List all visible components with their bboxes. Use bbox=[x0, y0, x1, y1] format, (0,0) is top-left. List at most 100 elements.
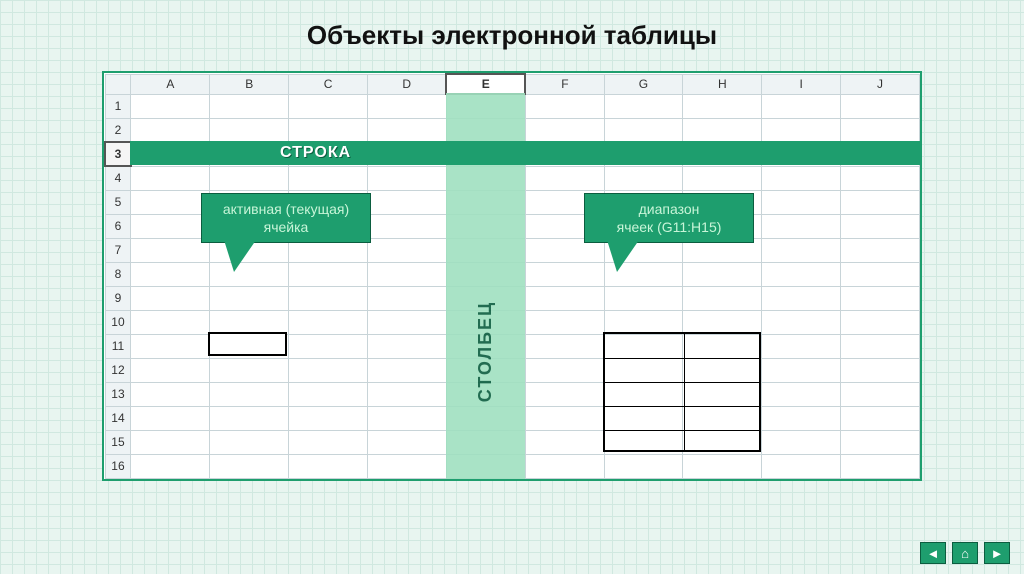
prev-button[interactable]: ◄ bbox=[920, 542, 946, 564]
row-header[interactable]: 4 bbox=[105, 166, 131, 190]
row-header[interactable]: 16 bbox=[105, 454, 131, 478]
row-header[interactable]: 1 bbox=[105, 94, 131, 118]
cell[interactable] bbox=[841, 406, 920, 430]
row-header[interactable]: 15 bbox=[105, 430, 131, 454]
cell[interactable] bbox=[210, 166, 289, 190]
cell[interactable] bbox=[368, 358, 447, 382]
column-header[interactable]: H bbox=[683, 74, 762, 94]
cell[interactable] bbox=[604, 286, 683, 310]
cell[interactable] bbox=[525, 118, 604, 142]
cell[interactable] bbox=[525, 430, 604, 454]
cell[interactable] bbox=[762, 118, 841, 142]
cell[interactable] bbox=[131, 310, 210, 334]
cell[interactable] bbox=[210, 286, 289, 310]
row-header[interactable]: 12 bbox=[105, 358, 131, 382]
cell[interactable] bbox=[841, 286, 920, 310]
cell[interactable] bbox=[368, 334, 447, 358]
cell[interactable] bbox=[289, 310, 368, 334]
cell[interactable] bbox=[368, 406, 447, 430]
cell[interactable] bbox=[131, 262, 210, 286]
cell[interactable] bbox=[841, 262, 920, 286]
cell[interactable] bbox=[762, 454, 841, 478]
cell[interactable] bbox=[289, 454, 368, 478]
cell[interactable] bbox=[762, 430, 841, 454]
cell[interactable] bbox=[762, 310, 841, 334]
row-header[interactable]: 5 bbox=[105, 190, 131, 214]
cell[interactable] bbox=[368, 310, 447, 334]
cell[interactable] bbox=[604, 118, 683, 142]
cell[interactable] bbox=[604, 310, 683, 334]
cell[interactable] bbox=[683, 118, 762, 142]
cell[interactable] bbox=[368, 262, 447, 286]
cell[interactable] bbox=[604, 166, 683, 190]
column-header[interactable]: C bbox=[289, 74, 368, 94]
cell[interactable] bbox=[131, 190, 210, 214]
cell[interactable] bbox=[368, 430, 447, 454]
cell[interactable] bbox=[762, 286, 841, 310]
row-header[interactable]: 9 bbox=[105, 286, 131, 310]
column-header[interactable]: J bbox=[841, 74, 920, 94]
row-header[interactable]: 3 bbox=[105, 142, 131, 166]
cell[interactable] bbox=[210, 454, 289, 478]
row-header[interactable]: 11 bbox=[105, 334, 131, 358]
column-header[interactable]: G bbox=[604, 74, 683, 94]
cell[interactable] bbox=[289, 94, 368, 118]
cell[interactable] bbox=[841, 94, 920, 118]
cell[interactable] bbox=[131, 454, 210, 478]
cell[interactable] bbox=[131, 286, 210, 310]
cell[interactable] bbox=[289, 382, 368, 406]
cell[interactable] bbox=[210, 310, 289, 334]
corner-cell[interactable] bbox=[105, 74, 131, 94]
cell[interactable] bbox=[131, 94, 210, 118]
cell[interactable] bbox=[762, 262, 841, 286]
cell[interactable] bbox=[762, 94, 841, 118]
cell[interactable] bbox=[210, 94, 289, 118]
cell[interactable] bbox=[131, 382, 210, 406]
cell[interactable] bbox=[841, 430, 920, 454]
cell[interactable] bbox=[525, 454, 604, 478]
cell[interactable] bbox=[289, 166, 368, 190]
cell[interactable] bbox=[762, 334, 841, 358]
cell[interactable] bbox=[525, 382, 604, 406]
cell[interactable] bbox=[210, 382, 289, 406]
cell[interactable] bbox=[525, 358, 604, 382]
cell[interactable] bbox=[683, 94, 762, 118]
cell[interactable] bbox=[525, 406, 604, 430]
cell[interactable] bbox=[289, 334, 368, 358]
cell[interactable] bbox=[525, 94, 604, 118]
cell[interactable] bbox=[762, 406, 841, 430]
column-header[interactable]: E bbox=[446, 74, 525, 94]
cell[interactable] bbox=[131, 358, 210, 382]
cell[interactable] bbox=[131, 166, 210, 190]
cell[interactable] bbox=[210, 358, 289, 382]
cell[interactable] bbox=[525, 310, 604, 334]
row-header[interactable]: 14 bbox=[105, 406, 131, 430]
cell[interactable] bbox=[762, 214, 841, 238]
cell[interactable] bbox=[683, 262, 762, 286]
row-header[interactable]: 10 bbox=[105, 310, 131, 334]
cell[interactable] bbox=[841, 454, 920, 478]
cell[interactable] bbox=[210, 118, 289, 142]
cell[interactable] bbox=[841, 190, 920, 214]
row-header[interactable]: 13 bbox=[105, 382, 131, 406]
cell[interactable] bbox=[525, 286, 604, 310]
cell[interactable] bbox=[368, 94, 447, 118]
cell[interactable] bbox=[841, 334, 920, 358]
column-header[interactable]: A bbox=[131, 74, 210, 94]
cell[interactable] bbox=[368, 190, 447, 214]
row-header[interactable]: 7 bbox=[105, 238, 131, 262]
cell[interactable] bbox=[683, 310, 762, 334]
row-header[interactable]: 6 bbox=[105, 214, 131, 238]
cell[interactable] bbox=[762, 358, 841, 382]
cell[interactable] bbox=[841, 238, 920, 262]
cell[interactable] bbox=[289, 358, 368, 382]
cell[interactable] bbox=[289, 406, 368, 430]
cell[interactable] bbox=[131, 118, 210, 142]
cell[interactable] bbox=[841, 310, 920, 334]
cell[interactable] bbox=[762, 382, 841, 406]
cell[interactable] bbox=[841, 358, 920, 382]
column-header[interactable]: B bbox=[210, 74, 289, 94]
cell[interactable] bbox=[368, 286, 447, 310]
cell[interactable] bbox=[762, 166, 841, 190]
cell[interactable] bbox=[683, 166, 762, 190]
